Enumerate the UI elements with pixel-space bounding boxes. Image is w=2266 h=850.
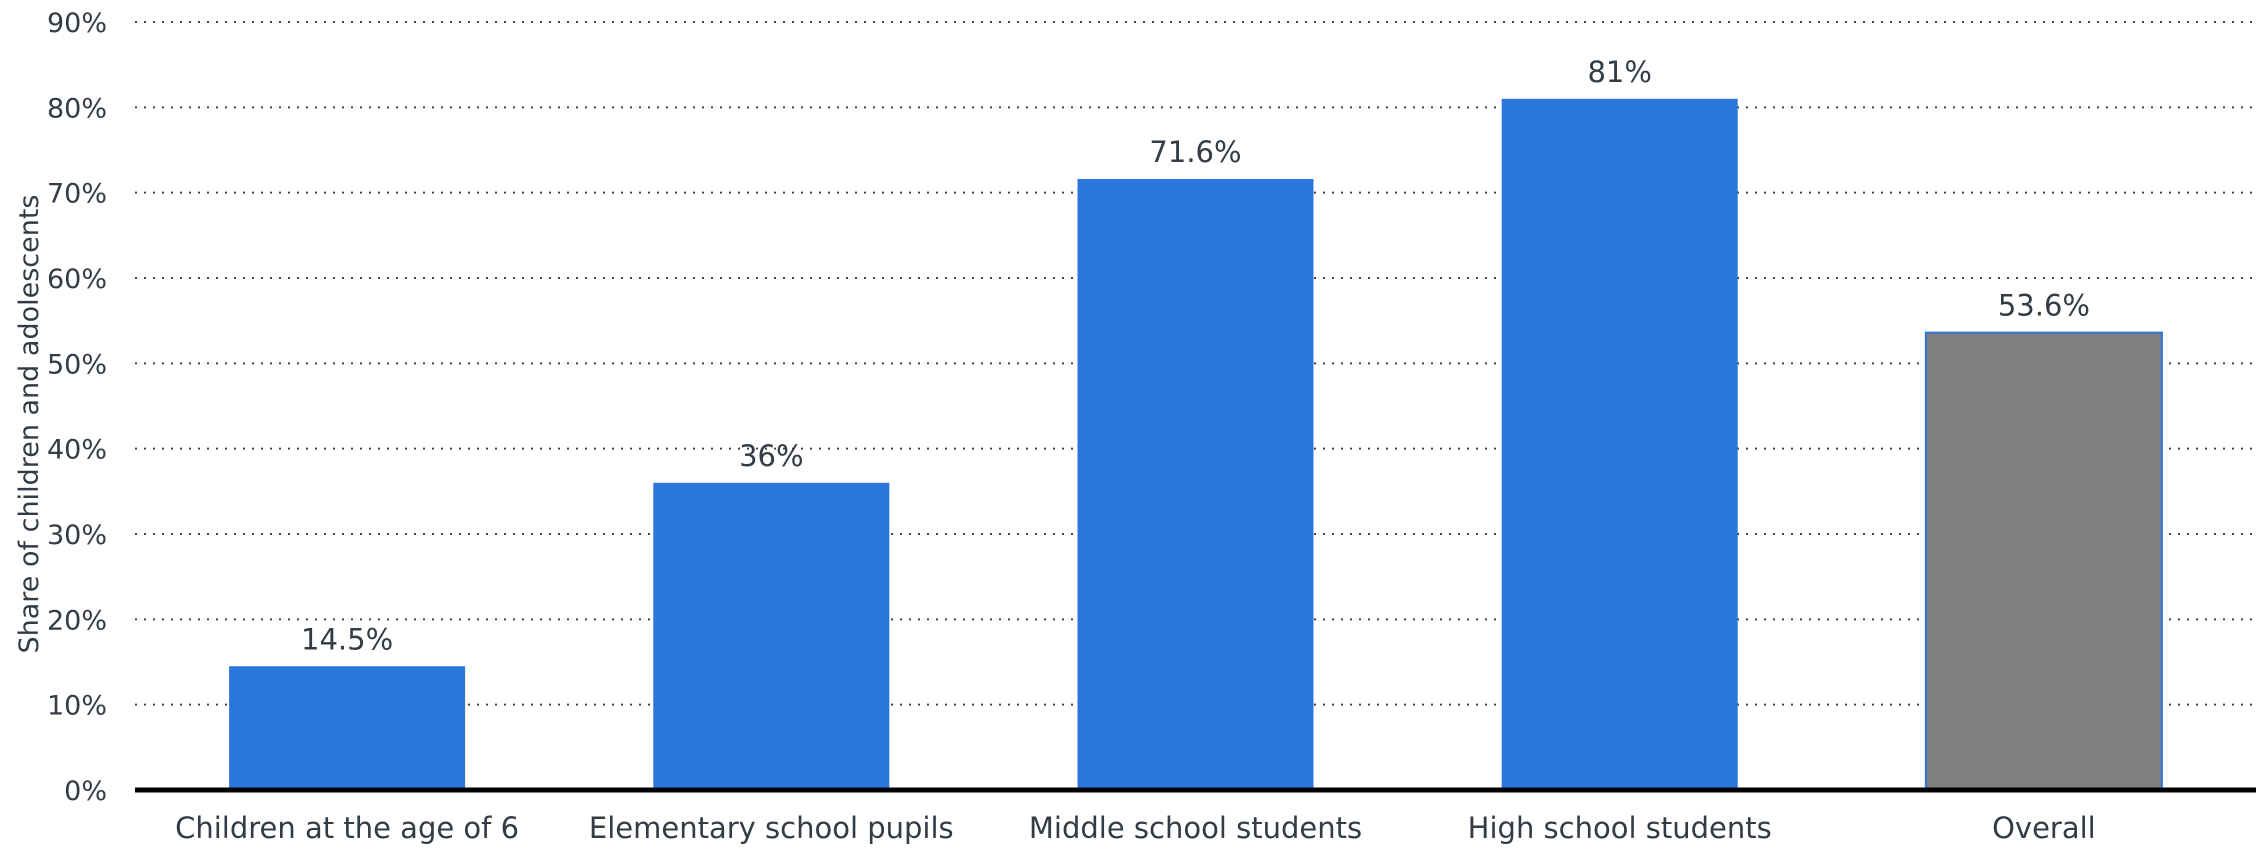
bars: [229, 98, 2163, 791]
y-tick-label: 10%: [47, 691, 107, 722]
bar-value-label: 53.6%: [1998, 289, 2090, 323]
y-tick-label: 60%: [47, 264, 107, 295]
bar-value-label: 71.6%: [1149, 135, 1241, 169]
y-tick-label: 80%: [47, 93, 107, 124]
bar: [1501, 98, 1738, 791]
y-tick-label: 40%: [47, 435, 107, 466]
x-category-label: Overall: [1992, 811, 2096, 845]
y-tick-label: 20%: [47, 605, 107, 636]
x-category-label: Middle school students: [1029, 811, 1362, 845]
bar-value-label: 14.5%: [301, 622, 393, 656]
data-labels: 14.5% 36% 71.6% 81% 53.6%: [301, 55, 2090, 656]
y-axis-title: Share of children and adolescents: [14, 195, 45, 654]
bar: [653, 482, 890, 790]
bar-value-label: 36%: [739, 439, 803, 473]
y-tick-label: 0%: [64, 776, 107, 807]
y-tick-label: 70%: [47, 179, 107, 210]
bar: [1077, 179, 1314, 791]
y-tick-label: 50%: [47, 349, 107, 380]
bar: [229, 666, 466, 790]
x-category-label: Elementary school pupils: [589, 811, 954, 845]
y-axis-ticks: 0% 10% 20% 30% 40% 50% 60% 70% 80% 90%: [47, 8, 107, 807]
x-axis-category-labels: Children at the age of 6 Elementary schoo…: [175, 811, 2096, 845]
y-tick-label: 30%: [47, 520, 107, 551]
bar-value-label: 81%: [1587, 55, 1651, 89]
x-category-label: High school students: [1468, 811, 1772, 845]
bar: [1924, 331, 2163, 791]
x-category-label: Children at the age of 6: [175, 811, 519, 845]
y-tick-label: 90%: [47, 8, 107, 39]
